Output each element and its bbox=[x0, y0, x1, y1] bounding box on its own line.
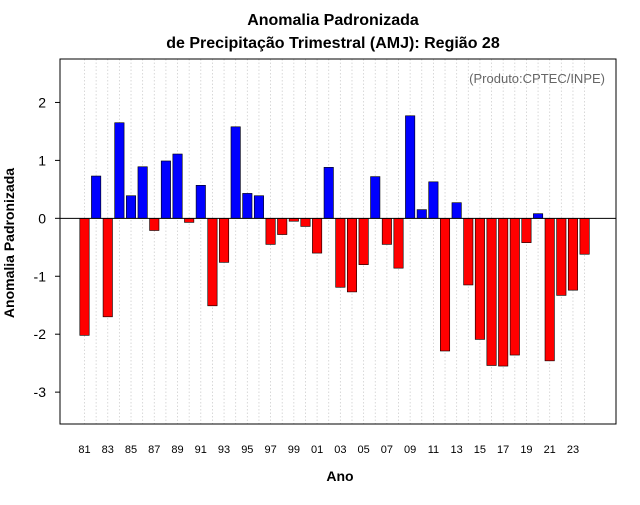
x-tick-label-95: 95 bbox=[241, 444, 253, 456]
x-tick-label-81: 81 bbox=[78, 444, 90, 456]
bar-2023 bbox=[567, 218, 578, 291]
bar-2022 bbox=[556, 218, 567, 296]
bar-2003 bbox=[335, 218, 346, 288]
bar-2018 bbox=[509, 218, 520, 356]
bar-1995 bbox=[242, 193, 253, 219]
bar-2000 bbox=[300, 218, 311, 227]
bar-1992 bbox=[207, 218, 218, 307]
bar-1998 bbox=[277, 218, 288, 235]
x-tick-label-17: 17 bbox=[497, 444, 509, 456]
bar-2010 bbox=[416, 209, 427, 219]
bar-1981 bbox=[79, 218, 90, 336]
bar-2014 bbox=[463, 218, 474, 286]
bar-2012 bbox=[440, 218, 451, 352]
bar-2024 bbox=[579, 218, 590, 255]
bar-2001 bbox=[312, 218, 323, 254]
bar-2006 bbox=[370, 176, 381, 219]
bar-2007 bbox=[381, 218, 392, 245]
bar-1982 bbox=[91, 175, 102, 219]
bar-2004 bbox=[346, 218, 357, 293]
y-tick-label-1: 1 bbox=[38, 152, 46, 168]
x-tick-label-83: 83 bbox=[102, 444, 114, 456]
bar-1994 bbox=[230, 126, 241, 219]
x-tick-label-11: 11 bbox=[428, 444, 439, 456]
gridlines bbox=[84, 59, 585, 424]
y-axis-title: Anomalia Padronizada bbox=[1, 168, 17, 318]
y-tick-label--3: -3 bbox=[34, 384, 47, 400]
x-tick-label-09: 09 bbox=[404, 444, 416, 456]
bar-1993 bbox=[219, 218, 230, 263]
bar-2008 bbox=[393, 218, 404, 269]
y-tick-label-0: 0 bbox=[38, 210, 46, 226]
x-axis-title: Ano bbox=[326, 468, 353, 484]
y-tick-label--2: -2 bbox=[34, 326, 47, 342]
x-axis: 81 83 85 87 89 91 93 95 97 99 01 03 05 07 09 11 13 15 17 19… bbox=[78, 444, 579, 456]
bar-2017 bbox=[498, 218, 509, 367]
bar-2005 bbox=[358, 218, 369, 265]
bar-1988 bbox=[160, 160, 171, 219]
bar-2015 bbox=[474, 218, 485, 340]
bar-2016 bbox=[486, 218, 497, 366]
credit-annotation: (Produto:CPTEC/INPE) bbox=[469, 71, 605, 86]
bar-1986 bbox=[137, 166, 148, 219]
x-tick-label-85: 85 bbox=[125, 444, 137, 456]
x-tick-label-03: 03 bbox=[334, 444, 346, 456]
bar-2011 bbox=[428, 181, 439, 219]
x-tick-label-19: 19 bbox=[520, 444, 532, 456]
bar-1989 bbox=[172, 153, 183, 219]
x-tick-label-97: 97 bbox=[264, 444, 276, 456]
x-tick-label-99: 99 bbox=[288, 444, 300, 456]
bar-2020 bbox=[533, 213, 544, 219]
x-tick-label-91: 91 bbox=[195, 444, 207, 456]
bar-1991 bbox=[195, 185, 206, 219]
chart-title-line2: de Precipitação Trimestral (AMJ): Região… bbox=[166, 35, 500, 52]
bars bbox=[79, 115, 590, 367]
y-tick-label-2: 2 bbox=[38, 94, 46, 110]
chart-title-line1: Anomalia Padronizada bbox=[247, 12, 419, 29]
x-tick-label-07: 07 bbox=[381, 444, 393, 456]
y-tick-label--1: -1 bbox=[34, 268, 47, 284]
x-tick-label-01: 01 bbox=[311, 444, 323, 456]
bar-2013 bbox=[451, 202, 462, 219]
bar-1984 bbox=[114, 122, 125, 219]
bar-2009 bbox=[405, 115, 416, 219]
x-tick-label-93: 93 bbox=[218, 444, 230, 456]
y-axis: -3 -2 -1 0 1 2 bbox=[34, 94, 60, 400]
bar-1985 bbox=[126, 195, 137, 219]
bar-1996 bbox=[253, 195, 264, 219]
x-tick-label-23: 23 bbox=[567, 444, 579, 456]
x-tick-label-89: 89 bbox=[171, 444, 183, 456]
bar-1983 bbox=[102, 218, 113, 318]
x-tick-label-15: 15 bbox=[474, 444, 486, 456]
bar-2002 bbox=[323, 167, 334, 219]
bar-2019 bbox=[521, 218, 532, 243]
bar-1997 bbox=[265, 218, 276, 245]
bar-2021 bbox=[544, 218, 555, 362]
plot-frame bbox=[59, 58, 617, 425]
bar-1990 bbox=[184, 218, 195, 223]
x-tick-label-21: 21 bbox=[544, 444, 556, 456]
x-tick-label-87: 87 bbox=[148, 444, 160, 456]
x-tick-label-13: 13 bbox=[451, 444, 463, 456]
x-tick-label-05: 05 bbox=[357, 444, 369, 456]
bar-1987 bbox=[149, 218, 160, 231]
